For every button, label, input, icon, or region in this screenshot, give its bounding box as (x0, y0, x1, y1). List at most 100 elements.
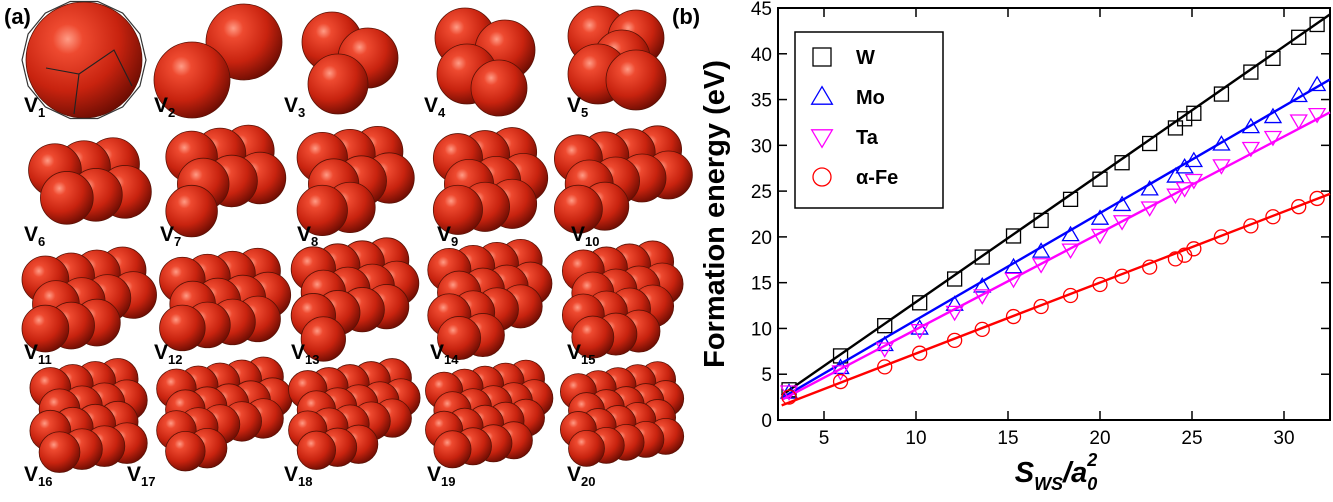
vacancy-sphere (165, 184, 218, 238)
data-point (1112, 195, 1132, 212)
fit-line (781, 111, 1331, 401)
data-point (1166, 188, 1185, 205)
legend-label: α-Fe (856, 167, 898, 189)
data-point (875, 342, 894, 358)
legend-label: W (856, 47, 875, 69)
series-Ta (779, 107, 1331, 401)
y-tick-label: 45 (751, 0, 772, 20)
legend-entry: α-Fe (812, 167, 898, 189)
data-point (1212, 135, 1231, 151)
cell-facet-edges (45, 49, 133, 87)
vacancy-sphere (568, 429, 605, 467)
data-point (1263, 107, 1283, 124)
data-point (1186, 105, 1202, 121)
data-point (1114, 155, 1130, 171)
panel-a: (a) V1 V2 V3 V4 V5 V6 V7 V8 V9 V10 V11 V12 V13 V14 V15… (4, 0, 693, 489)
fit-line (780, 13, 1331, 397)
y-tick-label: 40 (751, 45, 772, 66)
vacancy-sphere (296, 430, 336, 470)
data-point (1112, 215, 1132, 231)
data-point (1062, 287, 1079, 304)
data-point (1265, 209, 1281, 225)
data-point (781, 389, 797, 405)
legend-label: Ta (856, 127, 879, 149)
data-point (1212, 159, 1231, 175)
data-point (912, 295, 928, 311)
vacancy-sphere (605, 49, 667, 111)
data-point (1061, 243, 1080, 260)
cluster-label: V2 (154, 94, 175, 120)
y-tick-label: 25 (751, 182, 772, 203)
vacancy-sphere (437, 316, 482, 361)
legend-entry: Ta (810, 127, 879, 149)
data-point (1004, 272, 1023, 289)
y-tick-label: 30 (751, 136, 772, 157)
vacancy-sphere (300, 316, 346, 362)
vacancy-cluster: V15 (561, 240, 684, 367)
vacancy-cluster: V8 (296, 125, 415, 249)
vacancy-sphere (25, 1, 143, 119)
data-point (1289, 114, 1308, 130)
data-point (1005, 228, 1022, 244)
series-W (780, 13, 1331, 398)
vacancy-cluster: V20 (560, 361, 685, 489)
data-point (810, 85, 834, 105)
panel-b: (b) 5 10 15 20 25 30 0 5 10 15 20 25 30 35 40 45 Formati… (672, 0, 1331, 494)
data-point (1140, 201, 1159, 217)
cluster-label: V16 (24, 463, 52, 489)
legend-box (794, 31, 944, 209)
data-point (1289, 86, 1308, 103)
data-point (1291, 199, 1307, 215)
data-point (1166, 167, 1185, 183)
data-point (1092, 171, 1108, 187)
data-point (1167, 120, 1184, 136)
data-point (910, 319, 929, 335)
vacancy-cluster: V12 (154, 247, 292, 367)
vacancy-sphere (296, 184, 348, 237)
data-point (1061, 225, 1080, 242)
cluster-label: V13 (291, 341, 319, 367)
data-point (1140, 179, 1159, 196)
data-point (974, 321, 990, 338)
vacancy-cluster: V14 (427, 238, 553, 367)
cluster-label: V20 (567, 463, 595, 489)
cluster-label: V5 (567, 94, 588, 120)
cluster-label: V15 (567, 341, 595, 367)
vacancy-sphere (38, 431, 81, 473)
cluster-label: V11 (24, 341, 52, 367)
data-point (1241, 117, 1261, 134)
x-tick-label: 25 (1181, 428, 1202, 449)
data-point (1291, 29, 1307, 45)
cluster-label: V4 (424, 94, 446, 120)
data-point (1114, 268, 1130, 284)
vacancy-cluster: V19 (425, 359, 554, 489)
vacancy-sphere (470, 59, 528, 117)
data-point (1243, 218, 1259, 234)
y-tick-label: 35 (751, 91, 772, 112)
data-point (877, 359, 893, 375)
y-tick-label: 20 (751, 228, 772, 249)
data-point (1090, 228, 1110, 245)
legend: W Mo Ta α-Fe (794, 31, 944, 209)
cluster-label: V7 (160, 223, 181, 249)
data-point (973, 289, 992, 305)
x-tick-label: 20 (1089, 428, 1110, 449)
cluster-label: V17 (127, 463, 155, 489)
y-axis-title: Formation energy (eV) (699, 60, 731, 368)
vacancy-sphere (159, 304, 206, 352)
data-point (1092, 276, 1108, 293)
y-tick-label: 10 (751, 319, 772, 340)
formation-energy-chart: 5 10 15 20 25 30 0 5 10 15 20 25 30 35 40 45 Formation e… (699, 0, 1331, 494)
vacancy-sphere (571, 315, 615, 359)
data-point (832, 373, 849, 390)
data-point (1033, 212, 1049, 229)
data-point (1142, 259, 1158, 275)
vacancy-cluster: V9 (432, 127, 549, 249)
data-point (1309, 16, 1325, 33)
data-point (973, 276, 992, 293)
vacancy-cluster: V16 (24, 358, 148, 489)
data-point (1142, 135, 1158, 152)
vacancy-cluster: V1 (21, 0, 147, 120)
x-tick-label: 15 (997, 428, 1018, 449)
